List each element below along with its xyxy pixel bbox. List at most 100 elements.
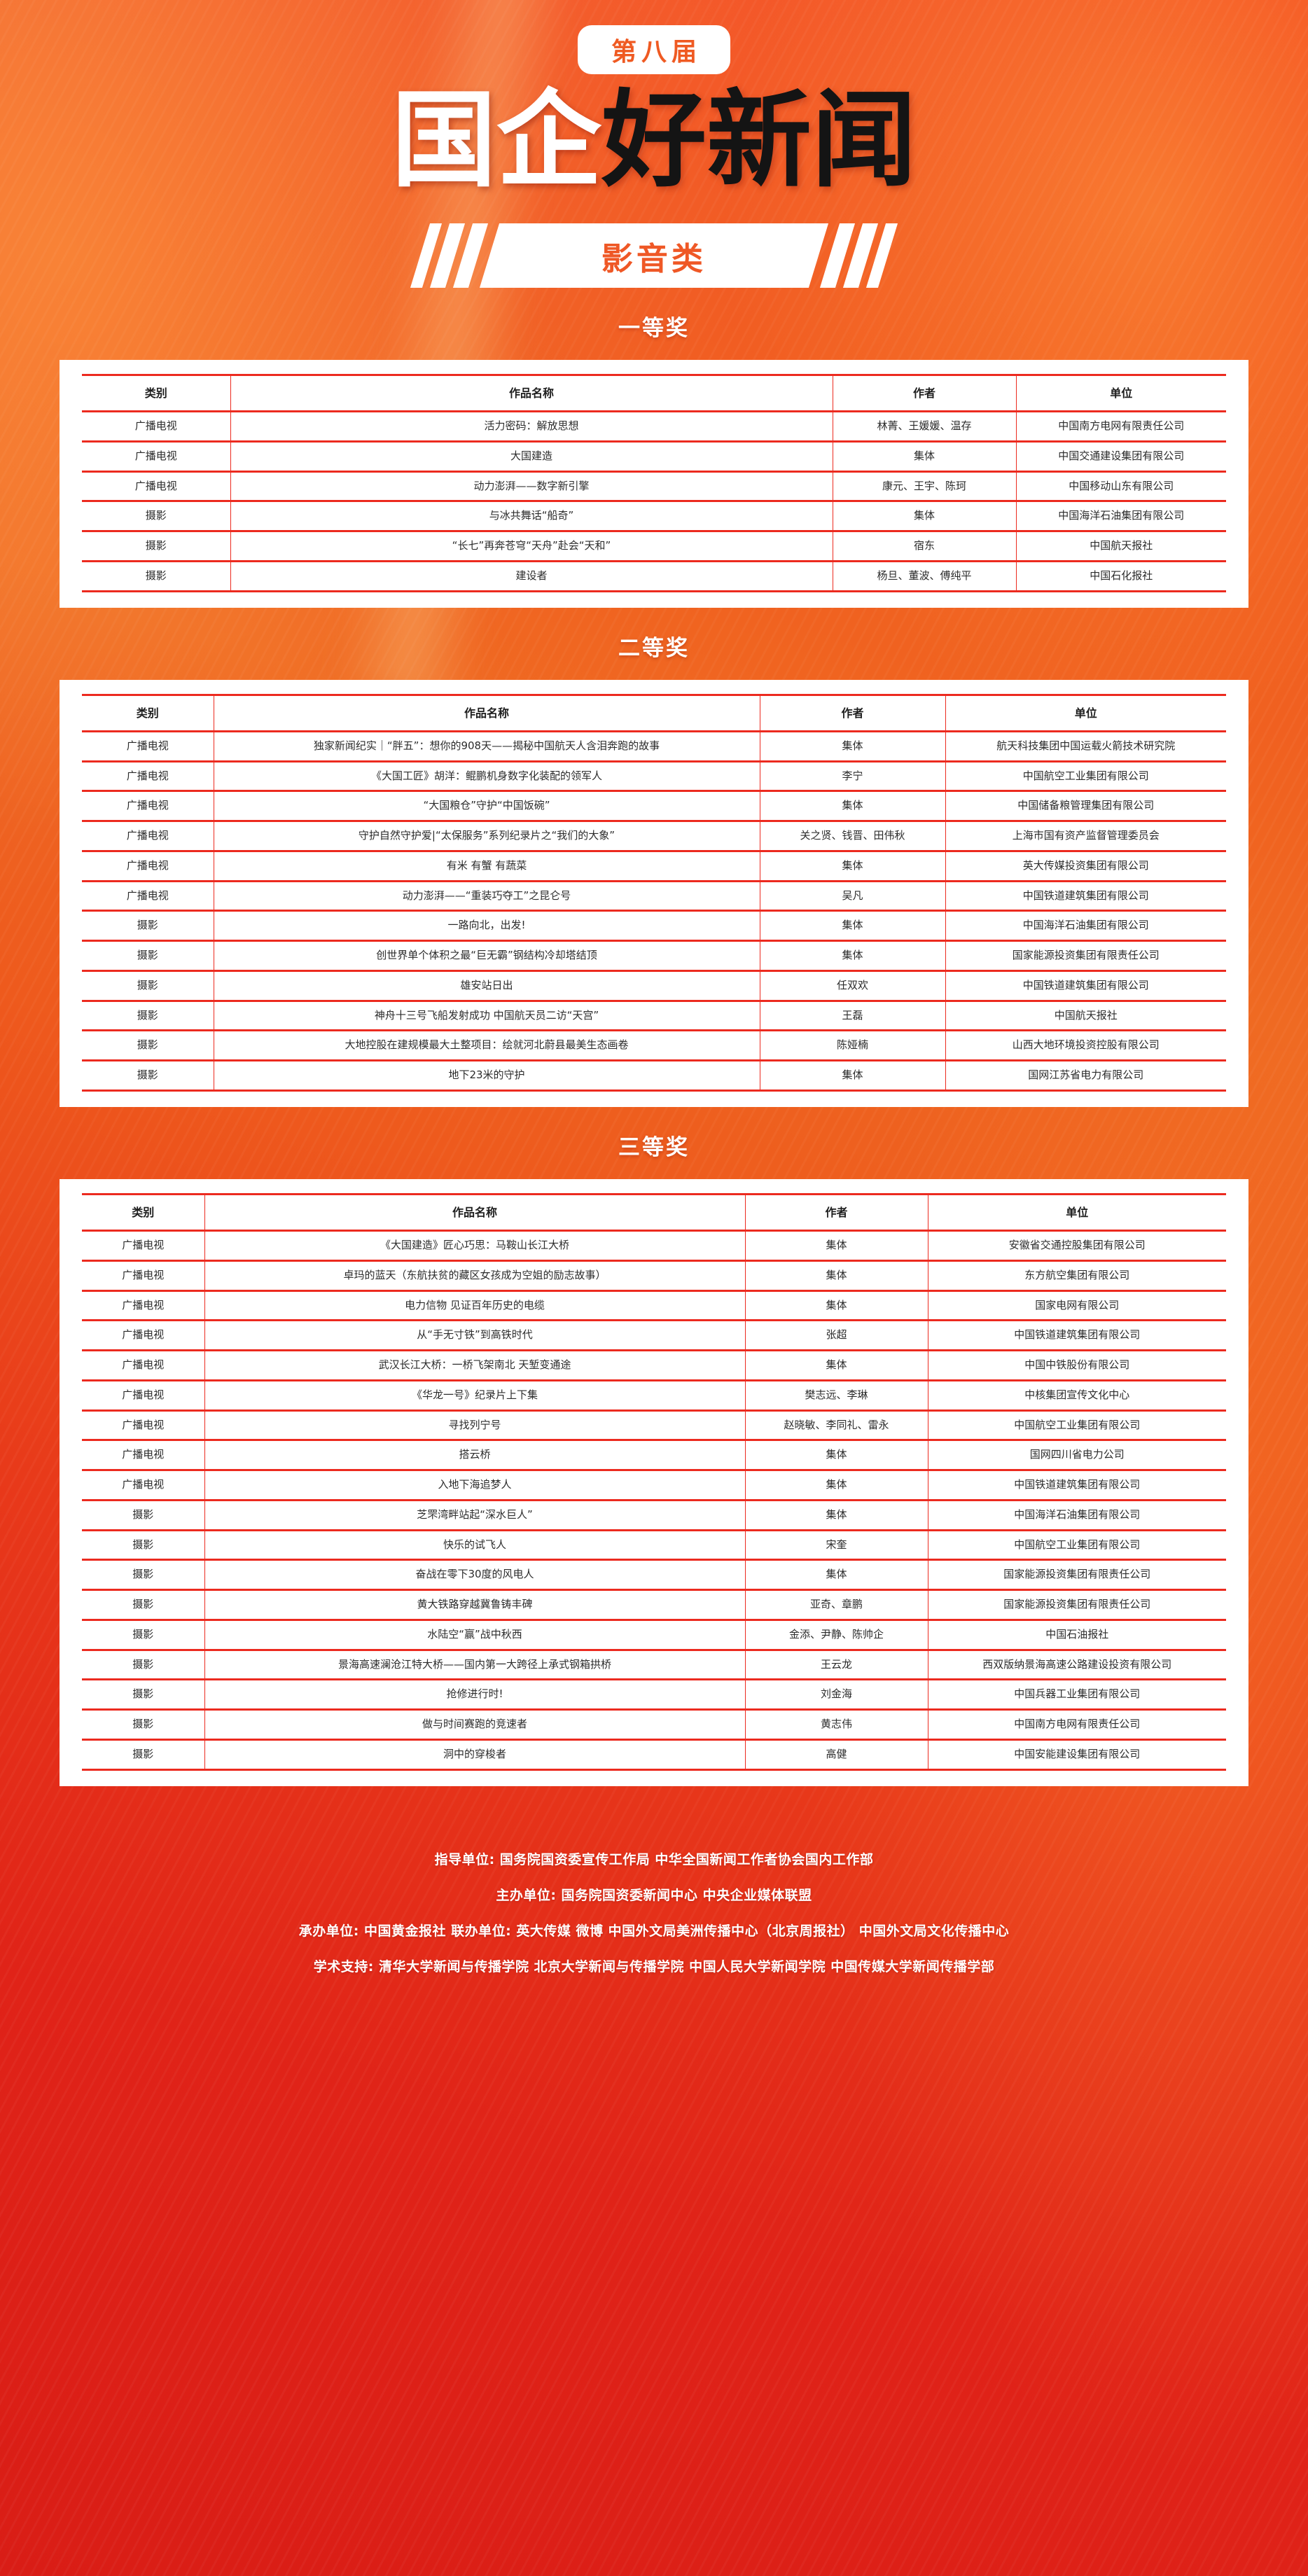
cell-organization: 中国海洋石油集团有限公司 (1015, 500, 1226, 533)
table-row: 广播电视 守护自然守护爱|“太保服务”系列纪录片之“我们的大象” 关之贤、钱晋、田伟… (82, 820, 1226, 852)
cell-author: 黄志伟 (744, 1708, 928, 1741)
cell-category: 摄影 (82, 559, 231, 592)
cell-work-title: 一路向北，出发! (213, 910, 760, 942)
cell-author: 集体 (744, 1349, 928, 1381)
cell-organization: 国家电网有限公司 (927, 1289, 1226, 1322)
cell-category: 摄影 (82, 1738, 205, 1771)
cell-organization: 中国航空工业集团有限公司 (927, 1409, 1226, 1442)
prize-section-title: 三等奖 (618, 1134, 690, 1160)
cell-category: 广播电视 (82, 1379, 205, 1412)
cell-category: 广播电视 (82, 1319, 205, 1352)
table-row: 广播电视 电力信物 见证百年历史的电缆 集体 国家电网有限公司 (82, 1289, 1226, 1322)
cell-organization: 中国海洋石油集团有限公司 (927, 1498, 1226, 1531)
cell-work-title: 大国建造 (230, 440, 833, 473)
table-row: 摄影 地下23米的守护 集体 国网江苏省电力有限公司 (82, 1059, 1226, 1092)
cell-author: 集体 (759, 790, 946, 823)
cell-author: 宋奎 (744, 1529, 928, 1561)
table-row: 广播电视 活力密码：解放思想 林菁、王媛媛、温存 中国南方电网有限责任公司 (82, 410, 1226, 443)
cell-category: 摄影 (82, 1498, 205, 1531)
table-row: 摄影 神舟十三号飞船发射成功 中国航天员二访“天宫” 王磊 中国航天报社 (82, 999, 1226, 1032)
award-sections: 一等奖 类别 作品名称 作者 单位 广播电视 活力密码：解放思想 林菁、王媛媛、温存 中国南方电… (0, 310, 1308, 1786)
cell-author: 集体 (744, 1230, 928, 1262)
cell-organization: 中国航天报社 (945, 999, 1226, 1032)
cell-category: 广播电视 (82, 1259, 205, 1292)
column-header-3: 单位 (945, 693, 1226, 732)
cell-organization: 国家能源投资集团有限责任公司 (927, 1559, 1226, 1592)
cell-organization: 英大传媒投资集团有限公司 (945, 849, 1226, 882)
cell-work-title: 神舟十三号飞船发射成功 中国航天员二访“天宫” (213, 999, 760, 1032)
table-row: 广播电视 大国建造 集体 中国交通建设集团有限公司 (82, 440, 1226, 473)
edition-badge: 第八届 (578, 25, 730, 74)
cell-author: 康元、王宇、陈珂 (832, 470, 1017, 503)
cell-category: 摄影 (82, 1559, 205, 1592)
cell-organization: 中国中铁股份有限公司 (927, 1349, 1226, 1381)
cell-author: 吴凡 (759, 879, 946, 912)
cell-author: 集体 (759, 849, 946, 882)
cell-category: 摄影 (82, 1708, 205, 1741)
cell-author: 集体 (832, 440, 1017, 473)
title-char-1: 企 (496, 78, 601, 202)
award-table: 类别 作品名称 作者 单位 广播电视 活力密码：解放思想 林菁、王媛媛、温存 中国南方电网有限… (82, 373, 1226, 592)
column-header-2: 作者 (744, 1192, 928, 1232)
cell-work-title: 有米 有蟹 有蔬菜 (213, 849, 760, 882)
table-row: 摄影 大地控股在建规模最大土整项目：绘就河北蔚县最美生态画卷 陈娅楠 山西大地环境投资… (82, 1029, 1226, 1062)
table-row: 广播电视 有米 有蟹 有蔬菜 集体 英大传媒投资集团有限公司 (82, 849, 1226, 882)
column-header-1: 作品名称 (204, 1192, 746, 1232)
cell-category: 摄影 (82, 969, 214, 1002)
award-table-panel: 类别 作品名称 作者 单位 广播电视 独家新闻纪实｜“胖五”：想你的908天——揭秘中国航… (60, 679, 1248, 1107)
cell-author: 宿东 (832, 530, 1017, 562)
cell-organization: 中国南方电网有限责任公司 (1015, 410, 1226, 443)
table-row: 摄影 景海高速澜沧江特大桥——国内第一大跨径上承式钢箱拱桥 王云龙 西双版纳景海高速公… (82, 1648, 1226, 1681)
cell-author: 金添、尹静、陈帅企 (744, 1618, 928, 1651)
cell-organization: 西双版纳景海高速公路建设投资有限公司 (927, 1648, 1226, 1681)
cell-author: 集体 (759, 940, 946, 972)
cell-category: 摄影 (82, 1059, 214, 1092)
footer-line-label: 指导单位: (434, 1851, 495, 1867)
cell-author: 王云龙 (744, 1648, 928, 1681)
cell-work-title: 建设者 (230, 559, 833, 592)
cell-work-title: 电力信物 见证百年历史的电缆 (204, 1289, 746, 1322)
column-header-3: 单位 (1015, 373, 1226, 413)
cell-organization: 国家能源投资集团有限责任公司 (927, 1589, 1226, 1621)
cell-work-title: “大国粮仓”守护“中国饭碗” (213, 790, 760, 823)
cell-author: 张超 (744, 1319, 928, 1352)
category-ribbon: 影音类 (311, 223, 997, 288)
cell-work-title: 《华龙一号》纪录片上下集 (204, 1379, 746, 1412)
cell-category: 广播电视 (82, 470, 231, 503)
table-row: 摄影 与冰共舞话“船奇” 集体 中国海洋石油集团有限公司 (82, 500, 1226, 533)
category-ribbon-plate: 影音类 (479, 223, 829, 288)
table-row: 摄影 奋战在零下30度的风电人 集体 国家能源投资集团有限责任公司 (82, 1559, 1226, 1592)
cell-organization: 安徽省交通控股集团有限公司 (927, 1230, 1226, 1262)
cell-work-title: 独家新闻纪实｜“胖五”：想你的908天——揭秘中国航天人含泪奔跑的故事 (213, 730, 760, 763)
cell-work-title: 水陆空“赢”战中秋西 (204, 1618, 746, 1651)
cell-work-title: 雄安站日出 (213, 969, 760, 1002)
cell-author: 集体 (759, 910, 946, 942)
cell-work-title: 《大国工匠》胡洋：鲲鹏机身数字化装配的领军人 (213, 760, 760, 793)
title-char-3: 新 (707, 78, 812, 202)
table-row: 摄影 抢修进行时! 刘金海 中国兵器工业集团有限公司 (82, 1678, 1226, 1711)
cell-work-title: 做与时间赛跑的竞速者 (204, 1708, 746, 1741)
cell-work-title: 寻找列宁号 (204, 1409, 746, 1442)
cell-category: 摄影 (82, 940, 214, 972)
cell-category: 摄影 (82, 1589, 205, 1621)
table-row: 广播电视 独家新闻纪实｜“胖五”：想你的908天——揭秘中国航天人含泪奔跑的故事集… (82, 730, 1226, 763)
cell-organization: 中国航空工业集团有限公司 (927, 1529, 1226, 1561)
cell-organization: 航天科技集团中国运载火箭技术研究院 (945, 730, 1226, 763)
cell-category: 摄影 (82, 999, 214, 1032)
cell-category: 广播电视 (82, 849, 214, 882)
cell-work-title: “长七”再奔苍穹“天舟”赴会“天和” (230, 530, 833, 562)
cell-category: 摄影 (82, 1648, 205, 1681)
cell-author: 集体 (759, 730, 946, 763)
table-row: 摄影 创世界单个体积之最“巨无霸”钢结构冷却塔结顶 集体 国家能源投资集团有限责任公司 (82, 940, 1226, 972)
cell-organization: 山西大地环境投资控股有限公司 (945, 1029, 1226, 1062)
cell-author: 集体 (744, 1498, 928, 1531)
cell-work-title: 景海高速澜沧江特大桥——国内第一大跨径上承式钢箱拱桥 (204, 1648, 746, 1681)
table-row: 摄影 一路向北，出发! 集体 中国海洋石油集团有限公司 (82, 910, 1226, 942)
prize-section-title: 二等奖 (618, 635, 690, 661)
column-header-0: 类别 (82, 373, 231, 413)
cell-work-title: 卓玛的蓝天（东航扶贫的藏区女孩成为空姐的励志故事） (204, 1259, 746, 1292)
table-row: 广播电视 从“手无寸铁”到高铁时代 张超 中国铁道建筑集团有限公司 (82, 1319, 1226, 1352)
table-row: 广播电视 《大国工匠》胡洋：鲲鹏机身数字化装配的领军人 李宁 中国航空工业集团有限公司 (82, 760, 1226, 793)
cell-work-title: 抢修进行时! (204, 1678, 746, 1711)
page-title: 国企好新闻 (0, 78, 1308, 202)
